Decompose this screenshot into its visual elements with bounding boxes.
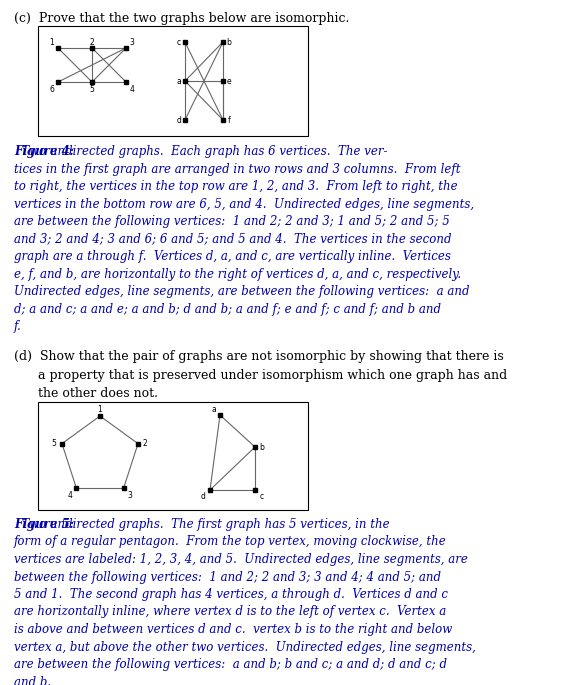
Text: 3: 3 xyxy=(127,491,132,500)
Text: 4: 4 xyxy=(129,84,134,93)
Text: c: c xyxy=(260,492,264,501)
Text: 4: 4 xyxy=(68,491,73,500)
Text: 1: 1 xyxy=(50,38,54,47)
Text: b: b xyxy=(259,443,264,451)
Text: e: e xyxy=(227,77,231,86)
Text: 2: 2 xyxy=(143,439,147,448)
Bar xyxy=(38,402,308,510)
Text: 2: 2 xyxy=(90,38,94,47)
Text: Two undirected graphs.  The first graph has 5 vertices, in the
form of a regular: Two undirected graphs. The first graph h… xyxy=(14,518,476,685)
Text: d: d xyxy=(176,116,181,125)
Text: Two undirected graphs.  Each graph has 6 vertices.  The ver-
tices in the first : Two undirected graphs. Each graph has 6 … xyxy=(14,145,474,333)
Text: 3: 3 xyxy=(129,38,134,47)
Text: 1: 1 xyxy=(98,405,102,414)
Text: a: a xyxy=(212,405,216,414)
Text: Figure 5:: Figure 5: xyxy=(14,518,74,531)
Text: Figure 4:: Figure 4: xyxy=(14,145,74,158)
Text: a: a xyxy=(177,77,181,86)
Text: c: c xyxy=(177,38,181,47)
Bar xyxy=(38,26,308,136)
Text: (c)  Prove that the two graphs below are isomorphic.: (c) Prove that the two graphs below are … xyxy=(14,12,349,25)
Text: 5: 5 xyxy=(90,84,94,93)
Text: 6: 6 xyxy=(50,84,54,93)
Text: b: b xyxy=(227,38,232,47)
Text: 5: 5 xyxy=(51,439,56,448)
Text: f: f xyxy=(228,116,231,125)
Text: (d)  Show that the pair of graphs are not isomorphic by showing that there is
  : (d) Show that the pair of graphs are not… xyxy=(14,350,507,400)
Text: d: d xyxy=(201,492,206,501)
